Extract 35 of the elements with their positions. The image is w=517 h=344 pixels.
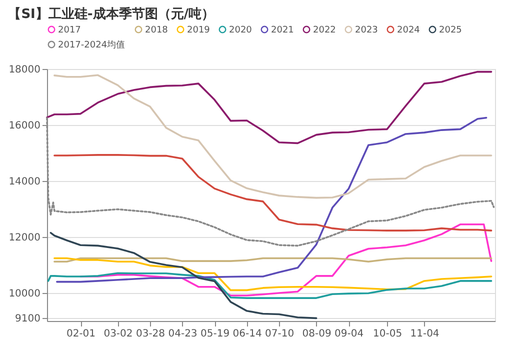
x-tick-label: 08-09 <box>302 328 332 340</box>
x-tick-label: 11-04 <box>410 328 440 340</box>
y-tick-label: 14000 <box>8 176 40 188</box>
legend-label: 2021 <box>271 26 294 36</box>
y-tick-label: 12000 <box>8 232 40 244</box>
x-tick-label: 07-10 <box>265 328 294 340</box>
x-tick-label: 10-05 <box>373 328 402 340</box>
y-tick-label: 10000 <box>8 288 40 300</box>
legend-label: 2020 <box>229 26 252 36</box>
legend-label: 2022 <box>313 26 336 36</box>
line-series <box>54 154 492 232</box>
line-series <box>54 74 492 199</box>
x-tick-label: 06-14 <box>232 328 262 340</box>
x-tick-label: 09-04 <box>334 328 364 340</box>
legend-label: 2017 <box>58 26 81 36</box>
y-tick-label: 18000 <box>8 64 40 76</box>
chart-title: 【SI】工业硅-成本季节图（元/吨） <box>8 6 215 22</box>
x-tick-label: 03-28 <box>136 328 166 340</box>
x-tick-label: 04-23 <box>168 328 198 340</box>
legend-label: 2018 <box>145 26 168 36</box>
x-tick-label: 05-19 <box>200 328 230 340</box>
legend-label: 2025 <box>439 26 462 36</box>
legend-label: 2024 <box>397 26 420 36</box>
legend-label: 2023 <box>355 26 378 36</box>
line-series <box>46 70 492 144</box>
legend-label: 2017-2024均值 <box>58 40 126 50</box>
x-tick-label: 02-01 <box>66 328 96 340</box>
x-tick-label: 03-02 <box>104 328 133 340</box>
line-series <box>54 257 492 292</box>
y-tick-label: 9100 <box>15 314 40 325</box>
line-series <box>56 116 488 283</box>
legend-label: 2019 <box>187 26 210 36</box>
y-tick-label: 16000 <box>8 120 40 132</box>
line-series <box>50 232 318 320</box>
line-series <box>47 272 492 299</box>
